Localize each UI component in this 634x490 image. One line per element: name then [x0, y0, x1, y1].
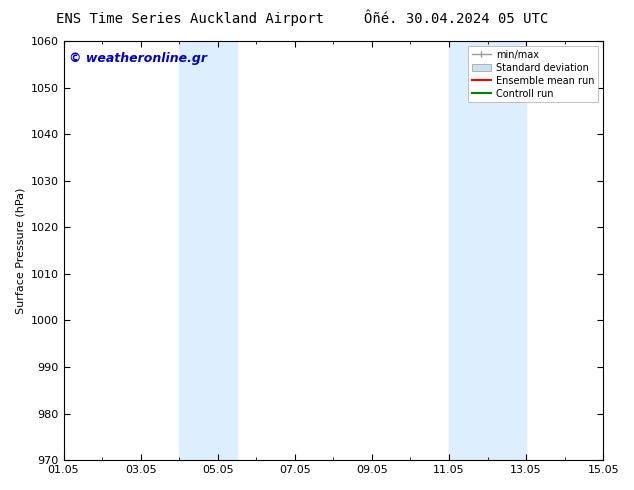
- Text: ENS Time Series Auckland Airport: ENS Time Series Auckland Airport: [56, 12, 324, 26]
- Legend: min/max, Standard deviation, Ensemble mean run, Controll run: min/max, Standard deviation, Ensemble me…: [468, 46, 598, 102]
- Bar: [449, 41, 526, 460]
- Y-axis label: Surface Pressure (hPa): Surface Pressure (hPa): [15, 187, 25, 314]
- Text: © weatheronline.gr: © weatheronline.gr: [69, 51, 207, 65]
- Bar: [179, 41, 237, 460]
- Text: Ôñé. 30.04.2024 05 UTC: Ôñé. 30.04.2024 05 UTC: [365, 12, 548, 26]
